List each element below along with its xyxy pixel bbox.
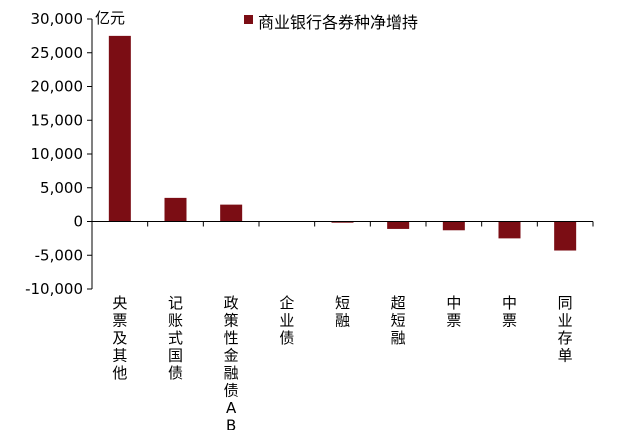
bars (108, 35, 577, 251)
y-tick-label: -10,000 (25, 280, 83, 298)
category-label: 中票 (502, 294, 517, 330)
legend-label: 商业银行各券种净增持 (258, 13, 418, 32)
y-tick-label: 10,000 (31, 145, 84, 163)
category-label: 短融 (335, 294, 350, 330)
category-label: 央票及其他 (112, 294, 127, 382)
legend-swatch (244, 15, 253, 24)
y-tick-label: 0 (73, 213, 83, 231)
x-axis (91, 221, 594, 227)
y-tick-label: 5,000 (40, 179, 83, 197)
category-label: 政策性金融债ABC (224, 294, 239, 430)
category-label: 超短融 (391, 294, 406, 347)
category-label: 企业债 (279, 294, 294, 347)
bar (387, 221, 410, 229)
y-tick-label: -5,000 (35, 246, 83, 264)
y-axis-unit-label: 亿元 (95, 9, 125, 27)
category-labels: 央票及其他 记账式国债 政策性金融债ABC 企业债 短融 超短融 中票 中票 同业存单 (112, 294, 573, 434)
category-label: 中票 (446, 294, 461, 330)
bar (108, 35, 131, 222)
bar (554, 221, 577, 251)
y-tick-label: 20,000 (31, 78, 84, 96)
y-tick-label: 30,000 (31, 10, 84, 28)
bar (442, 221, 465, 231)
bar (331, 221, 354, 223)
bar (220, 204, 243, 222)
bar (164, 197, 187, 222)
y-axis: 30,000 25,000 20,000 15,000 10,000 5,000 0 -5,0… (25, 10, 93, 298)
y-tick-label: 15,000 (31, 111, 84, 129)
legend: 商业银行各券种净增持 (244, 13, 418, 32)
category-label: 记账式国债 (168, 294, 183, 382)
y-tick-label: 25,000 (31, 44, 84, 62)
bar (498, 221, 521, 239)
category-label: 同业存单 (558, 294, 573, 365)
